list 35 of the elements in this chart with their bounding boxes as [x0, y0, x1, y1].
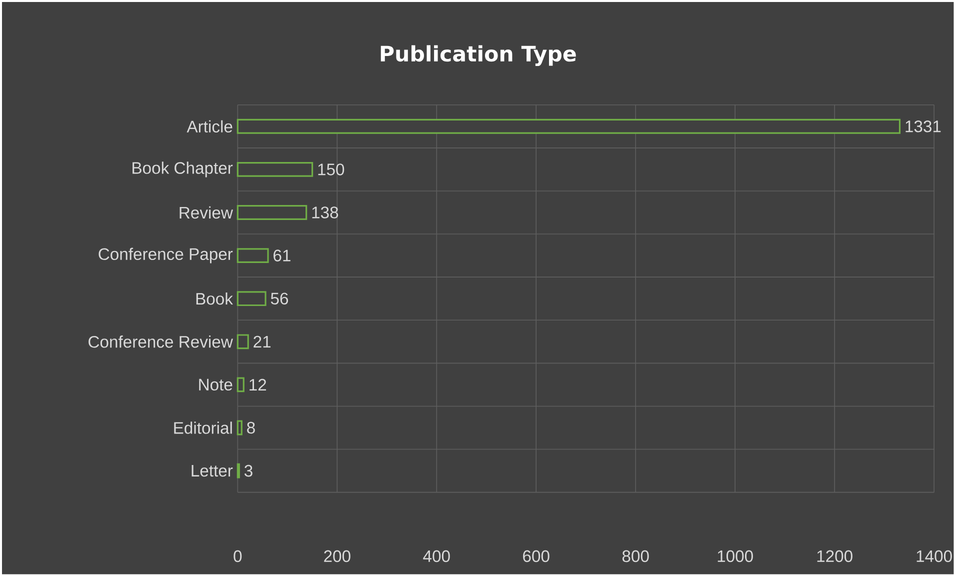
- bar: [236, 377, 244, 392]
- data-label: 3: [244, 464, 252, 477]
- bar: [236, 248, 269, 263]
- x-tick-label: 1400: [916, 550, 952, 562]
- data-label: 138: [312, 206, 338, 218]
- bar: [236, 291, 266, 306]
- bar: [236, 162, 314, 177]
- y-tick-label: Article: [186, 120, 232, 132]
- y-tick-label: Letter: [192, 464, 233, 477]
- x-tick-label: 800: [622, 550, 649, 562]
- x-tick-label: 1000: [718, 550, 753, 562]
- x-tick-label: 400: [423, 550, 450, 562]
- y-tick-label: Book Chapter: [132, 162, 233, 178]
- y-tick-label: Note: [199, 378, 232, 390]
- x-tick-label: 1200: [817, 550, 852, 562]
- y-tick-label: Book: [196, 292, 233, 305]
- data-label: 1331: [906, 120, 941, 132]
- data-label: 8: [247, 422, 255, 434]
- x-tick-label: 200: [324, 550, 350, 562]
- data-label: 150: [318, 163, 344, 176]
- data-label: 21: [254, 336, 271, 348]
- y-tick-label: Conference Paper: [98, 248, 233, 264]
- bar: [236, 420, 242, 436]
- data-label: 61: [274, 250, 290, 262]
- bar: [236, 204, 308, 220]
- bar: [236, 118, 901, 134]
- data-label: 12: [250, 378, 266, 390]
- y-tick-label: Conference Review: [88, 335, 233, 348]
- y-tick-label: Review: [180, 206, 234, 219]
- chart-title: Publication Type: [380, 45, 576, 66]
- x-tick-label: 600: [523, 550, 550, 562]
- y-tick-label: Editorial: [174, 422, 232, 434]
- bar: [236, 334, 249, 350]
- x-tick-label: 0: [234, 550, 242, 562]
- data-label: 56: [270, 292, 288, 304]
